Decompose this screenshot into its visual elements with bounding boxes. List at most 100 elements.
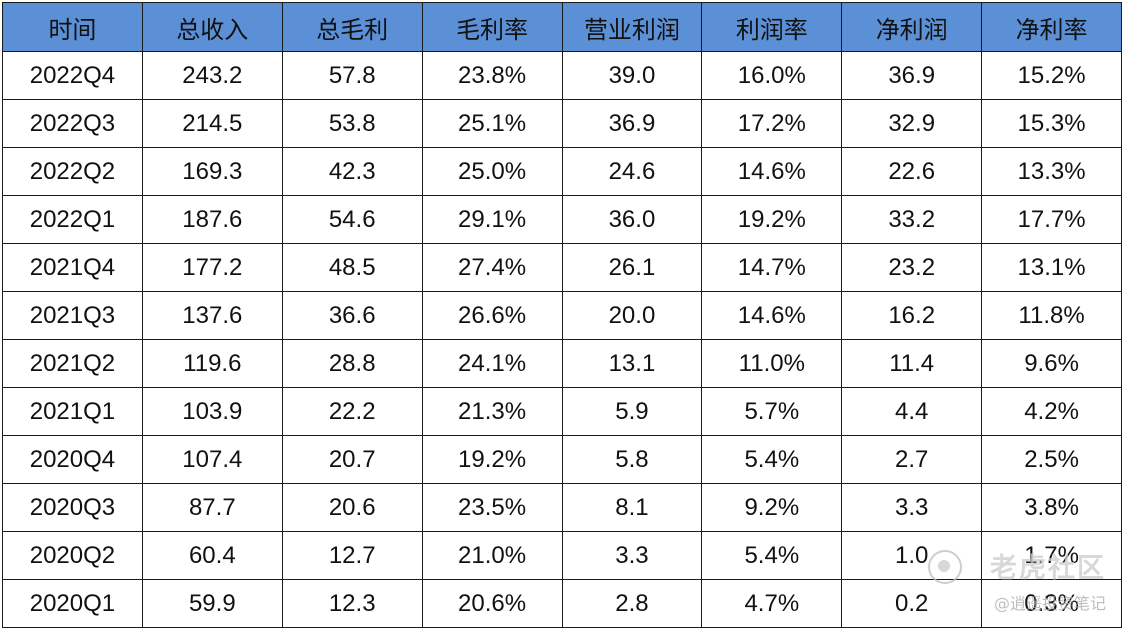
cell-time: 2021Q1 <box>2 387 143 436</box>
cell-time: 2020Q2 <box>2 531 143 580</box>
cell-operating-profit: 26.1 <box>561 243 703 292</box>
cell-total-revenue: 169.3 <box>141 147 283 196</box>
table-row: 2020Q3 87.7 20.6 23.5% 8.1 9.2% 3.3 3.8% <box>2 483 1122 532</box>
cell-gross-profit: 20.7 <box>281 435 423 484</box>
cell-gross-profit: 57.8 <box>281 51 423 100</box>
cell-gross-margin: 26.6% <box>421 291 563 340</box>
cell-gross-margin: 24.1% <box>421 339 563 388</box>
cell-net-profit: 32.9 <box>841 99 983 148</box>
cell-total-revenue: 107.4 <box>141 435 283 484</box>
cell-net-margin: 15.2% <box>981 51 1122 100</box>
cell-net-margin: 9.6% <box>981 339 1122 388</box>
table-row: 2022Q2 169.3 42.3 25.0% 24.6 14.6% 22.6 13.3% <box>2 147 1122 196</box>
cell-operating-profit: 3.3 <box>561 531 703 580</box>
cell-gross-margin: 19.2% <box>421 435 563 484</box>
cell-total-revenue: 137.6 <box>141 291 283 340</box>
cell-gross-margin: 21.3% <box>421 387 563 436</box>
cell-net-profit: 1.0 <box>841 531 983 580</box>
table-header-row: 时间 总收入 总毛利 毛利率 营业利润 利润率 净利润 净利率 <box>2 2 1122 52</box>
cell-time: 2020Q1 <box>2 579 143 628</box>
table-row: 2022Q1 187.6 54.6 29.1% 36.0 19.2% 33.2 17.7% <box>2 195 1122 244</box>
cell-profit-margin: 19.2% <box>701 195 843 244</box>
cell-gross-profit: 22.2 <box>281 387 423 436</box>
cell-gross-margin: 25.0% <box>421 147 563 196</box>
cell-gross-profit: 20.6 <box>281 483 423 532</box>
cell-time: 2022Q2 <box>2 147 143 196</box>
cell-gross-profit: 28.8 <box>281 339 423 388</box>
cell-net-margin: 13.1% <box>981 243 1122 292</box>
cell-net-profit: 2.7 <box>841 435 983 484</box>
cell-time: 2022Q1 <box>2 195 143 244</box>
column-header-operating-profit: 营业利润 <box>561 2 703 52</box>
table-row: 2021Q2 119.6 28.8 24.1% 13.1 11.0% 11.4 9.6% <box>2 339 1122 388</box>
table-body: 2022Q4 243.2 57.8 23.8% 39.0 16.0% 36.9 15.2% 20… <box>2 51 1122 628</box>
cell-profit-margin: 11.0% <box>701 339 843 388</box>
cell-operating-profit: 2.8 <box>561 579 703 628</box>
cell-time: 2022Q3 <box>2 99 143 148</box>
cell-profit-margin: 5.7% <box>701 387 843 436</box>
cell-operating-profit: 8.1 <box>561 483 703 532</box>
cell-profit-margin: 14.6% <box>701 147 843 196</box>
cell-gross-margin: 20.6% <box>421 579 563 628</box>
cell-gross-margin: 23.8% <box>421 51 563 100</box>
cell-time: 2021Q2 <box>2 339 143 388</box>
cell-profit-margin: 14.6% <box>701 291 843 340</box>
table-row: 2021Q1 103.9 22.2 21.3% 5.9 5.7% 4.4 4.2% <box>2 387 1122 436</box>
column-header-net-margin: 净利率 <box>981 2 1122 52</box>
cell-time: 2021Q3 <box>2 291 143 340</box>
cell-net-profit: 16.2 <box>841 291 983 340</box>
cell-operating-profit: 20.0 <box>561 291 703 340</box>
cell-operating-profit: 36.9 <box>561 99 703 148</box>
cell-net-margin: 3.8% <box>981 483 1122 532</box>
cell-time: 2021Q4 <box>2 243 143 292</box>
cell-net-profit: 3.3 <box>841 483 983 532</box>
column-header-net-profit: 净利润 <box>841 2 983 52</box>
cell-net-profit: 33.2 <box>841 195 983 244</box>
cell-total-revenue: 59.9 <box>141 579 283 628</box>
cell-profit-margin: 5.4% <box>701 531 843 580</box>
cell-net-profit: 23.2 <box>841 243 983 292</box>
cell-gross-profit: 12.7 <box>281 531 423 580</box>
cell-gross-margin: 25.1% <box>421 99 563 148</box>
cell-operating-profit: 5.9 <box>561 387 703 436</box>
cell-total-revenue: 119.6 <box>141 339 283 388</box>
cell-operating-profit: 24.6 <box>561 147 703 196</box>
cell-total-revenue: 187.6 <box>141 195 283 244</box>
cell-operating-profit: 36.0 <box>561 195 703 244</box>
cell-gross-margin: 21.0% <box>421 531 563 580</box>
table-row: 2020Q2 60.4 12.7 21.0% 3.3 5.4% 1.0 1.7% <box>2 531 1122 580</box>
cell-gross-profit: 42.3 <box>281 147 423 196</box>
cell-profit-margin: 16.0% <box>701 51 843 100</box>
column-header-gross-profit: 总毛利 <box>281 2 423 52</box>
cell-profit-margin: 9.2% <box>701 483 843 532</box>
cell-total-revenue: 177.2 <box>141 243 283 292</box>
cell-profit-margin: 5.4% <box>701 435 843 484</box>
cell-operating-profit: 39.0 <box>561 51 703 100</box>
cell-total-revenue: 243.2 <box>141 51 283 100</box>
cell-time: 2020Q3 <box>2 483 143 532</box>
table-row: 2021Q4 177.2 48.5 27.4% 26.1 14.7% 23.2 13.1% <box>2 243 1122 292</box>
cell-total-revenue: 103.9 <box>141 387 283 436</box>
cell-net-profit: 0.2 <box>841 579 983 628</box>
cell-net-profit: 4.4 <box>841 387 983 436</box>
cell-gross-margin: 27.4% <box>421 243 563 292</box>
cell-gross-profit: 36.6 <box>281 291 423 340</box>
column-header-gross-margin: 毛利率 <box>421 2 563 52</box>
cell-gross-margin: 23.5% <box>421 483 563 532</box>
table-row: 2022Q3 214.5 53.8 25.1% 36.9 17.2% 32.9 15.3% <box>2 99 1122 148</box>
cell-gross-profit: 12.3 <box>281 579 423 628</box>
table-row: 2021Q3 137.6 36.6 26.6% 20.0 14.6% 16.2 11.8% <box>2 291 1122 340</box>
cell-net-margin: 17.7% <box>981 195 1122 244</box>
cell-gross-margin: 29.1% <box>421 195 563 244</box>
cell-net-margin: 2.5% <box>981 435 1122 484</box>
cell-total-revenue: 87.7 <box>141 483 283 532</box>
cell-time: 2022Q4 <box>2 51 143 100</box>
cell-profit-margin: 17.2% <box>701 99 843 148</box>
cell-profit-margin: 4.7% <box>701 579 843 628</box>
cell-net-margin: 1.7% <box>981 531 1122 580</box>
cell-gross-profit: 54.6 <box>281 195 423 244</box>
cell-net-profit: 11.4 <box>841 339 983 388</box>
cell-profit-margin: 14.7% <box>701 243 843 292</box>
cell-operating-profit: 13.1 <box>561 339 703 388</box>
